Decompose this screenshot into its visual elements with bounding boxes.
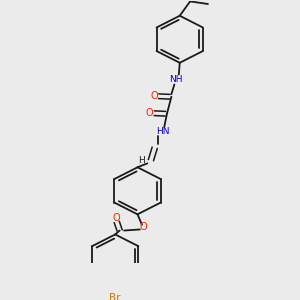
Text: O: O — [139, 222, 147, 233]
Text: H: H — [139, 156, 145, 165]
Text: O: O — [150, 91, 158, 101]
Text: NH: NH — [169, 75, 183, 84]
Text: HN: HN — [156, 127, 169, 136]
Text: O: O — [146, 108, 154, 118]
Text: O: O — [113, 213, 121, 223]
Text: Br: Br — [110, 293, 121, 300]
